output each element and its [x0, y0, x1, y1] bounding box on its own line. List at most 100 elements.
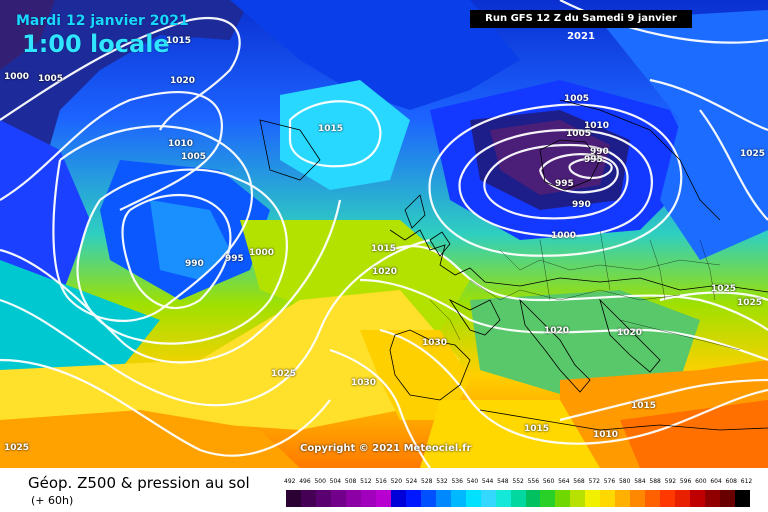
scale-label: 596 — [679, 478, 692, 485]
scale-label: 492 — [284, 478, 296, 485]
isobar-label: 995 — [225, 254, 244, 264]
scale-swatch — [330, 490, 346, 507]
scale-swatch — [660, 490, 676, 507]
isobar-label: 1000 — [249, 248, 275, 258]
scale-swatch — [450, 490, 466, 507]
scale-swatch — [570, 490, 586, 507]
isobar-label: 1025 — [711, 284, 737, 294]
forecast-date: Mardi 12 janvier 2021 — [16, 13, 189, 29]
scale-label: 584 — [634, 478, 646, 485]
isobar-label: 1020 — [372, 267, 398, 277]
scale-swatch — [315, 490, 331, 507]
isobar-label: 1015 — [524, 424, 550, 434]
scale-swatch — [690, 490, 706, 507]
scale-swatch — [495, 490, 511, 507]
scale-label: 524 — [405, 478, 418, 485]
scale-swatch — [555, 490, 571, 507]
scale-swatch — [360, 490, 376, 507]
isobar-label: 990 — [590, 147, 609, 157]
scale-swatch — [600, 490, 616, 507]
scale-swatch — [435, 490, 451, 507]
isobar-label: 1000 — [551, 231, 577, 241]
scale-swatch — [405, 490, 421, 507]
scale-swatch — [720, 490, 736, 507]
isobar-label: 1025 — [740, 149, 766, 159]
isobar-label: 990 — [185, 259, 204, 269]
scale-label: 508 — [344, 478, 357, 485]
isobar-label: 1005 — [566, 129, 592, 139]
isobar-label: 1020 — [170, 76, 196, 86]
isobar-label: 1000 — [4, 72, 30, 82]
isobar-label: 1015 — [631, 401, 657, 411]
isobar-label: 1020 — [544, 326, 570, 336]
isobar-label: 1025 — [271, 369, 297, 379]
isobar-label: 1030 — [351, 378, 377, 388]
scale-swatch — [480, 490, 496, 507]
forecast-time: 1:00 locale — [22, 30, 170, 58]
scale-swatch — [705, 490, 721, 507]
scale-label: 536 — [451, 478, 463, 485]
isobar-label: 1015 — [371, 244, 397, 254]
scale-label: 612 — [740, 478, 753, 485]
scale-swatch — [465, 490, 481, 507]
isobar-label: 1010 — [584, 121, 610, 131]
isobar-label: 995 — [555, 179, 574, 189]
isobar-label: 995 — [584, 155, 603, 165]
isobar-label: 990 — [572, 200, 591, 210]
scale-swatch — [420, 490, 436, 507]
scale-label: 512 — [360, 478, 372, 485]
scale-label: 572 — [588, 478, 600, 485]
scale-label: 600 — [695, 478, 707, 485]
scale-swatch — [645, 490, 661, 507]
scale-label: 552 — [512, 478, 524, 485]
scale-label: 520 — [390, 478, 403, 485]
scale-label: 588 — [649, 478, 661, 485]
forecast-offset: (+ 60h) — [31, 494, 74, 507]
scale-swatch — [585, 490, 601, 507]
scale-swatch — [735, 490, 751, 507]
scale-label: 568 — [573, 478, 585, 485]
scale-swatch — [345, 490, 361, 507]
scale-label: 500 — [314, 478, 326, 485]
isobar-label: 1025 — [4, 443, 30, 453]
scale-swatch — [540, 490, 556, 507]
scale-swatch — [286, 490, 301, 507]
color-scale — [286, 490, 751, 507]
scale-label: 532 — [436, 478, 448, 485]
isobar-label: 1005 — [181, 152, 207, 162]
scale-label: 576 — [603, 478, 616, 485]
run-info: Run GFS 12 Z du Samedi 9 janvier 2021 — [470, 10, 692, 42]
scale-swatch — [300, 490, 316, 507]
scale-label: 580 — [618, 478, 631, 485]
map-title: Géop. Z500 & pression au sol — [28, 474, 250, 492]
scale-swatch — [630, 490, 646, 507]
scale-labels: 492 496 500 504 508 512 516 520 524 528 532 536 540 5… — [282, 478, 754, 488]
scale-swatch — [525, 490, 541, 507]
isobar-label: 1015 — [166, 36, 192, 46]
scale-label: 516 — [375, 478, 387, 485]
copyright: Copyright © 2021 Meteociel.fr — [300, 443, 472, 454]
scale-label: 528 — [421, 478, 433, 485]
scale-label: 592 — [664, 478, 677, 485]
geopotential-map — [0, 0, 768, 468]
scale-label: 544 — [481, 478, 494, 485]
scale-label: 540 — [466, 478, 479, 485]
scale-label: 496 — [299, 478, 311, 485]
isobar-label: 1010 — [168, 139, 194, 149]
isobar-label: 1015 — [318, 124, 344, 134]
isobar-label: 1005 — [564, 94, 590, 104]
scale-swatch — [390, 490, 406, 507]
scale-label: 564 — [558, 478, 570, 485]
scale-swatch — [375, 490, 391, 507]
scale-label: 548 — [497, 478, 509, 485]
scale-label: 608 — [725, 478, 737, 485]
scale-swatch — [615, 490, 631, 507]
scale-label: 504 — [329, 478, 342, 485]
isobar-label: 1025 — [737, 298, 763, 308]
scale-label: 604 — [710, 478, 722, 485]
isobar-label: 1005 — [38, 74, 64, 84]
scale-swatch — [675, 490, 691, 507]
isobar-label: 1030 — [422, 338, 448, 348]
scale-label: 556 — [527, 478, 540, 485]
scale-swatch — [510, 490, 526, 507]
